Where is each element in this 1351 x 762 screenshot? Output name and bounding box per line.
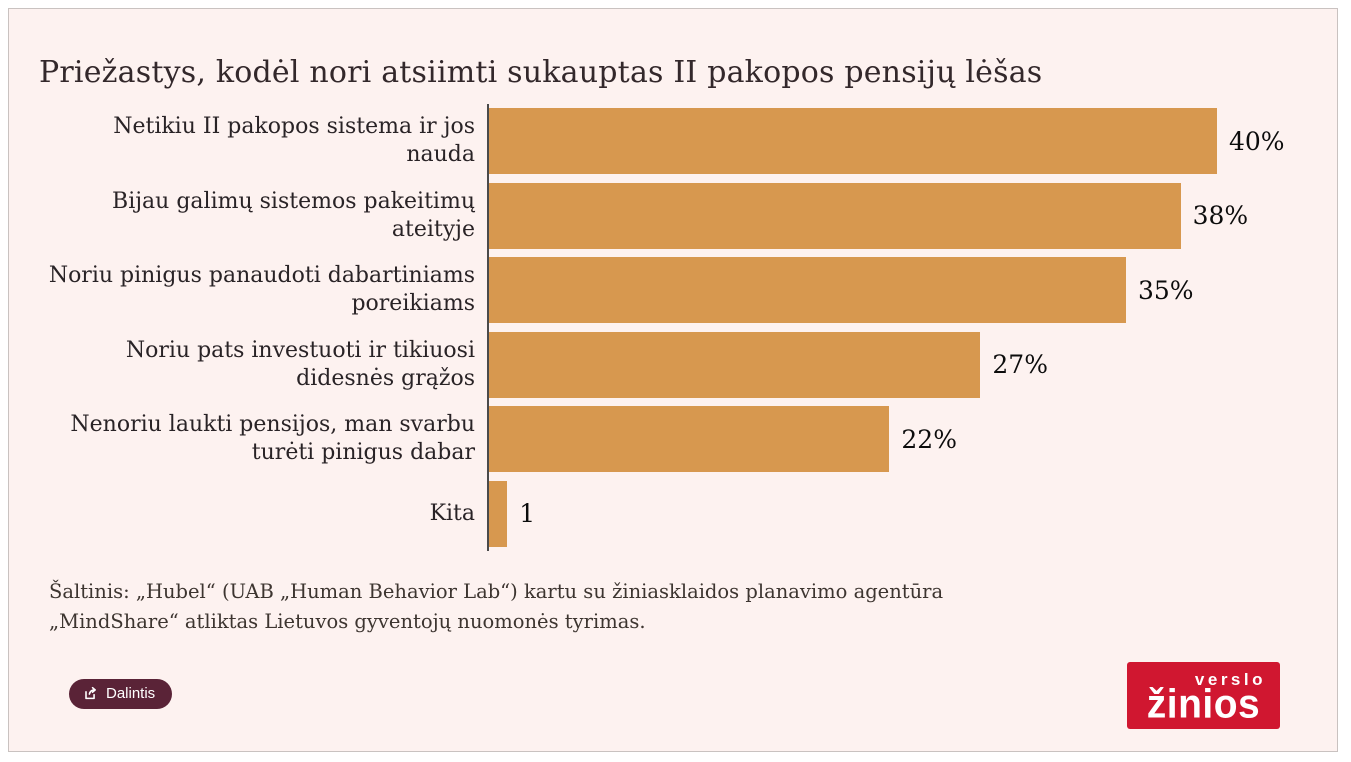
chart-card: Priežastys, kodėl nori atsiimti sukaupta…: [8, 8, 1338, 752]
bar-value-label: 22%: [901, 424, 957, 454]
category-label: Netikiu II pakopos sistema ir jos nauda: [113, 114, 475, 168]
bar: [489, 480, 508, 547]
bar-area: 40%: [487, 104, 1337, 179]
bar: [489, 182, 1181, 249]
chart-row: Netikiu II pakopos sistema ir jos nauda 4…: [9, 104, 1337, 179]
logo-line-verslo: verslo: [1194, 670, 1266, 689]
verslo-zinios-logo: verslo žinios: [1127, 662, 1280, 729]
chart-row: Bijau galimų sistemos pakeitimų ateityje…: [9, 178, 1337, 253]
bar-value-label: 40%: [1229, 126, 1285, 156]
bar-value-label: 1: [519, 499, 536, 529]
chart-row: Noriu pats investuoti ir tikiuosi didesn…: [9, 327, 1337, 402]
bar: [489, 257, 1126, 324]
share-icon: [83, 686, 98, 701]
chart-row: Nenoriu laukti pensijos, man svarbu turė…: [9, 402, 1337, 477]
bar-area: 1: [487, 476, 1337, 551]
source-line-2: „MindShare“ atliktas Lietuvos gyventojų …: [49, 610, 646, 633]
logo-line-zinios: žinios: [1146, 681, 1261, 727]
bar: [489, 406, 890, 473]
category-label: Bijau galimų sistemos pakeitimų ateityje: [112, 188, 475, 242]
chart-row: Noriu pinigus panaudoti dabartiniams por…: [9, 253, 1337, 328]
bar-value-label: 27%: [992, 350, 1048, 380]
bar-value-label: 38%: [1192, 201, 1249, 231]
bar: [489, 108, 1217, 175]
bar-area: 38%: [487, 178, 1337, 253]
chart-row: Kita 1: [9, 476, 1337, 551]
category-label: Nenoriu laukti pensijos, man svarbu turė…: [70, 412, 475, 466]
source-line-1: Šaltinis: „Hubel“ (UAB „Human Behavior L…: [49, 580, 944, 603]
share-button[interactable]: Dalintis: [69, 679, 173, 709]
bar-area: 22%: [487, 402, 1337, 477]
category-label: Noriu pats investuoti ir tikiuosi didesn…: [125, 337, 475, 391]
category-label: Noriu pinigus panaudoti dabartiniams por…: [48, 263, 475, 317]
chart-rows: Netikiu II pakopos sistema ir jos nauda 4…: [9, 104, 1337, 551]
bar-chart: Netikiu II pakopos sistema ir jos nauda 4…: [9, 104, 1337, 551]
source-note: Šaltinis: „Hubel“ (UAB „Human Behavior L…: [49, 577, 1217, 637]
category-label: Kita: [429, 500, 475, 526]
bar-value-label: 35%: [1138, 275, 1194, 305]
bar-area: 35%: [487, 253, 1337, 328]
bar-area: 27%: [487, 327, 1337, 402]
bar: [489, 331, 981, 398]
share-button-label: Dalintis: [106, 685, 156, 702]
chart-title: Priežastys, kodėl nori atsiimti sukaupta…: [39, 55, 1043, 91]
